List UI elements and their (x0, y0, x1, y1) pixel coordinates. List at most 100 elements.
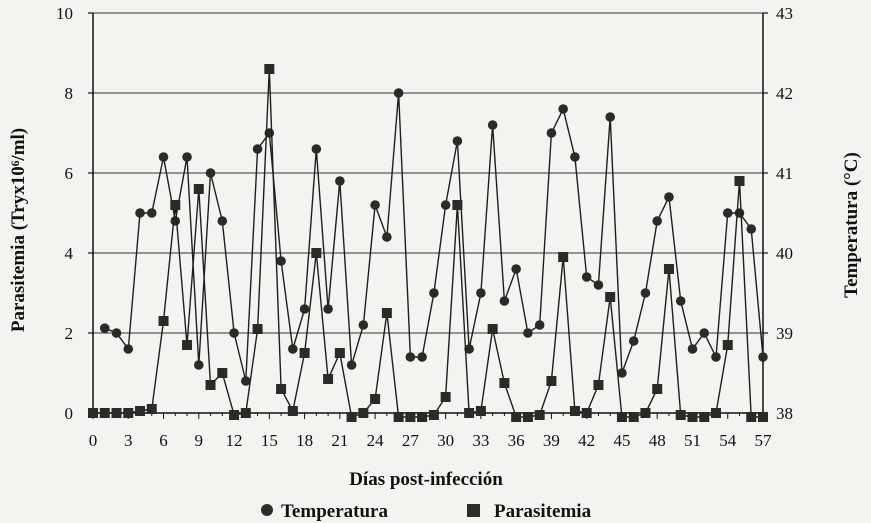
temperatura-point (193, 360, 204, 370)
temperatura-line (104, 92, 764, 382)
parasitemia-point (710, 408, 721, 418)
parasitemia-point (758, 412, 768, 422)
parasitemia-point (240, 408, 251, 418)
legend-label-parasitemia: Parasitemia (494, 501, 592, 522)
parasitemia-point (99, 408, 110, 418)
temperatura-point (499, 296, 510, 306)
parasitemia-point (370, 394, 381, 404)
legend-circle-marker (261, 504, 273, 516)
temperatura-point (546, 128, 557, 138)
parasitemia-point (111, 408, 122, 418)
x-tick-label: 9 (195, 431, 204, 450)
parasitemia-point (475, 406, 486, 416)
temperatura-point (417, 352, 427, 362)
parasitemia-point (440, 392, 451, 402)
temperatura-point (558, 104, 568, 114)
parasitemia-point (605, 292, 616, 302)
x-axis-title: Días post-infección (349, 469, 503, 490)
parasitemia-point (182, 340, 193, 350)
parasitemia-point (205, 380, 216, 390)
x-tick-label: 15 (261, 431, 278, 450)
x-tick-label: 42 (578, 431, 595, 450)
x-tick-label: 39 (543, 431, 560, 450)
temperatura-point (581, 272, 592, 282)
temperatura-point (323, 304, 333, 314)
parasitemia-point (616, 412, 627, 422)
parasitemia-point (699, 412, 710, 422)
left-tick-label: 0 (65, 404, 74, 423)
parasitemia-point (663, 264, 674, 274)
right-tick-label: 43 (776, 4, 793, 23)
temperatura-point (111, 328, 122, 338)
temperatura-point (382, 232, 392, 242)
left-tick-label: 2 (65, 324, 74, 343)
temperatura-point (370, 200, 380, 210)
legend-square-marker (467, 504, 480, 517)
parasitemia-point (311, 248, 322, 258)
x-tick-label: 6 (159, 431, 168, 450)
legend-label-temperatura: Temperatura (281, 501, 388, 522)
temperatura-point (664, 192, 674, 202)
parasitemia-point (123, 408, 134, 418)
x-tick-label: 0 (89, 431, 98, 450)
parasitemia-point (170, 200, 181, 210)
temperatura-point (687, 344, 698, 354)
temperatura-point (146, 208, 157, 218)
temperatura-point (699, 328, 710, 338)
x-tick-label: 54 (719, 431, 737, 450)
x-tick-label: 18 (296, 431, 313, 450)
temperatura-point (605, 112, 615, 122)
temperatura-point (99, 323, 110, 334)
gridlines (93, 12, 763, 334)
x-tick-label: 12 (226, 431, 243, 450)
parasitemia-point (522, 412, 533, 422)
temperatura-point (628, 336, 639, 346)
parasitemia-point (346, 412, 357, 422)
parasitemia-point (358, 408, 369, 418)
temperatura-point (534, 320, 545, 330)
parasitemia-point (381, 308, 392, 318)
parasitemia-point (569, 406, 580, 416)
temperatura-point (452, 136, 463, 146)
parasitemia-point (393, 412, 404, 422)
parasitemia-point (88, 408, 98, 418)
parasitemia-point (252, 324, 263, 334)
parasitemia-point (464, 408, 475, 418)
parasitemia-point (323, 374, 334, 384)
x-tick-label: 48 (649, 431, 666, 450)
x-tick-label: 33 (472, 431, 489, 450)
temperatura-point (311, 144, 322, 154)
legend: Temperatura Parasitemia (261, 501, 592, 522)
parasitemia-point (264, 64, 275, 74)
parasitemia-point (593, 380, 604, 390)
temperatura-point (734, 208, 745, 218)
parasitemia-point (193, 184, 204, 194)
temperatura-point (593, 280, 604, 290)
right-tick-label: 38 (776, 404, 793, 423)
parasitemia-point (405, 412, 416, 422)
left-tick-label: 4 (65, 244, 74, 263)
temperatura-point (487, 120, 498, 130)
parasitemia-point (229, 410, 240, 420)
parasitemia-point (675, 410, 686, 420)
parasitemia-point (158, 316, 169, 326)
parasitemia-point (428, 410, 439, 420)
parasitemia-point (299, 348, 310, 358)
x-tick-label: 57 (755, 431, 773, 450)
temperatura-point (652, 216, 663, 226)
x-tick-label: 36 (508, 431, 525, 450)
temperatura-point (464, 344, 474, 354)
parasitemia-point (135, 406, 146, 416)
parasitemia-point (546, 376, 557, 386)
temperatura-point (405, 352, 416, 362)
right-tick-label: 40 (776, 244, 793, 263)
temperatura-point (640, 288, 651, 298)
parasitemia-point (558, 252, 569, 262)
left-tick-label: 8 (65, 84, 74, 103)
temperatura-point (276, 256, 286, 266)
parasitemia-point (652, 384, 663, 394)
parasitemia-point (452, 200, 463, 210)
temperatura-point (252, 144, 263, 154)
